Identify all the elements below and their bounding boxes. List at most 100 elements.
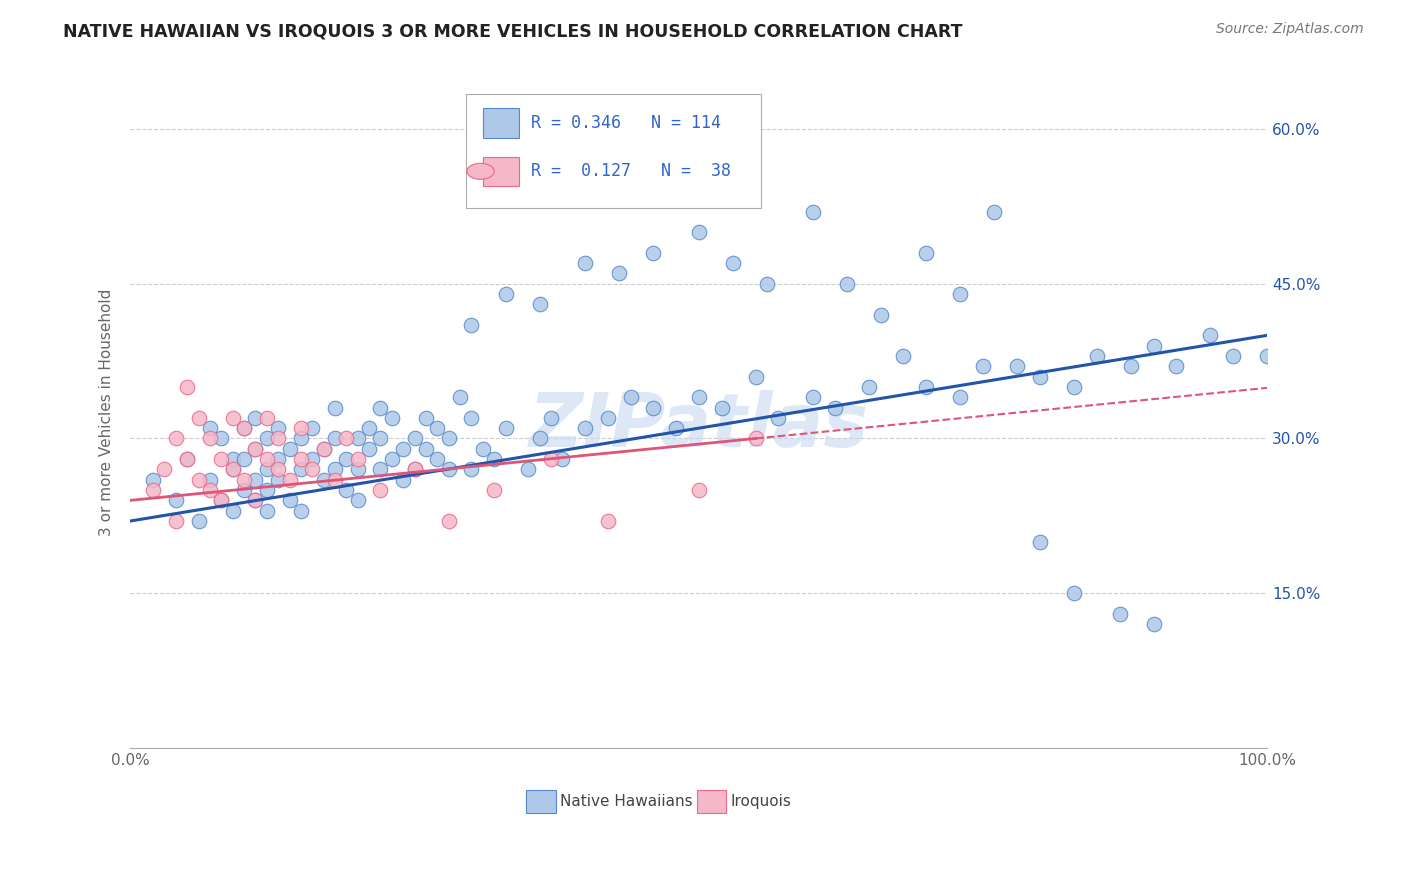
Point: [256, 483, 278, 497]
Point: [495, 287, 517, 301]
Circle shape: [467, 163, 494, 179]
Point: [267, 473, 290, 487]
Point: [460, 318, 482, 332]
Text: Source: ZipAtlas.com: Source: ZipAtlas.com: [1216, 22, 1364, 37]
Point: [1063, 586, 1085, 600]
Point: [1029, 534, 1052, 549]
Point: [1005, 359, 1028, 374]
Point: [187, 473, 209, 487]
Point: [381, 452, 404, 467]
Point: [142, 473, 165, 487]
Point: [335, 483, 357, 497]
FancyBboxPatch shape: [465, 95, 762, 208]
Point: [323, 473, 346, 487]
Point: [165, 493, 187, 508]
Point: [301, 421, 323, 435]
Point: [256, 504, 278, 518]
Point: [495, 421, 517, 435]
FancyBboxPatch shape: [696, 790, 725, 813]
Point: [359, 421, 381, 435]
Point: [256, 410, 278, 425]
Point: [744, 369, 766, 384]
Text: R = 0.346   N = 114: R = 0.346 N = 114: [530, 114, 720, 132]
Point: [359, 442, 381, 456]
Point: [744, 432, 766, 446]
Point: [460, 462, 482, 476]
Point: [165, 514, 187, 528]
Point: [471, 442, 494, 456]
Point: [209, 432, 232, 446]
Point: [437, 462, 460, 476]
Point: [1063, 380, 1085, 394]
Point: [437, 514, 460, 528]
Point: [290, 504, 312, 518]
Point: [824, 401, 846, 415]
Point: [198, 473, 221, 487]
Text: Native Hawaiians: Native Hawaiians: [560, 794, 693, 809]
Point: [312, 442, 335, 456]
Point: [301, 462, 323, 476]
Point: [245, 410, 267, 425]
Point: [176, 452, 198, 467]
Point: [915, 245, 938, 260]
Point: [949, 390, 972, 404]
Point: [972, 359, 994, 374]
Point: [301, 452, 323, 467]
Point: [323, 401, 346, 415]
Point: [1143, 617, 1166, 632]
Text: NATIVE HAWAIIAN VS IROQUOIS 3 OR MORE VEHICLES IN HOUSEHOLD CORRELATION CHART: NATIVE HAWAIIAN VS IROQUOIS 3 OR MORE VE…: [63, 22, 963, 40]
Point: [949, 287, 972, 301]
Point: [312, 442, 335, 456]
Point: [1166, 359, 1188, 374]
Point: [1029, 369, 1052, 384]
Point: [323, 462, 346, 476]
Point: [346, 493, 368, 508]
Point: [290, 452, 312, 467]
Point: [404, 432, 426, 446]
Point: [256, 452, 278, 467]
Point: [245, 493, 267, 508]
Point: [209, 493, 232, 508]
Point: [165, 432, 187, 446]
Point: [721, 256, 744, 270]
Point: [1108, 607, 1130, 621]
Point: [209, 452, 232, 467]
Point: [278, 442, 301, 456]
Point: [346, 452, 368, 467]
Text: Iroquois: Iroquois: [731, 794, 792, 809]
Point: [153, 462, 176, 476]
Point: [551, 452, 574, 467]
Point: [233, 473, 256, 487]
Point: [278, 473, 301, 487]
Point: [643, 245, 665, 260]
Point: [415, 410, 437, 425]
Point: [290, 421, 312, 435]
Point: [620, 390, 643, 404]
FancyBboxPatch shape: [526, 790, 555, 813]
Point: [245, 442, 267, 456]
Point: [256, 462, 278, 476]
Point: [187, 410, 209, 425]
Point: [370, 401, 392, 415]
Point: [1222, 349, 1244, 363]
Point: [245, 473, 267, 487]
Point: [221, 462, 243, 476]
Point: [233, 483, 256, 497]
Point: [574, 421, 596, 435]
Point: [460, 410, 482, 425]
Point: [198, 432, 221, 446]
Point: [1119, 359, 1142, 374]
Point: [323, 432, 346, 446]
FancyBboxPatch shape: [482, 108, 519, 137]
Point: [370, 432, 392, 446]
Point: [482, 483, 505, 497]
Point: [756, 277, 779, 291]
Point: [688, 483, 710, 497]
Y-axis label: 3 or more Vehicles in Household: 3 or more Vehicles in Household: [100, 289, 114, 536]
Point: [893, 349, 915, 363]
Point: [688, 390, 710, 404]
Point: [1199, 328, 1222, 343]
Point: [540, 452, 562, 467]
Point: [346, 462, 368, 476]
Point: [858, 380, 880, 394]
